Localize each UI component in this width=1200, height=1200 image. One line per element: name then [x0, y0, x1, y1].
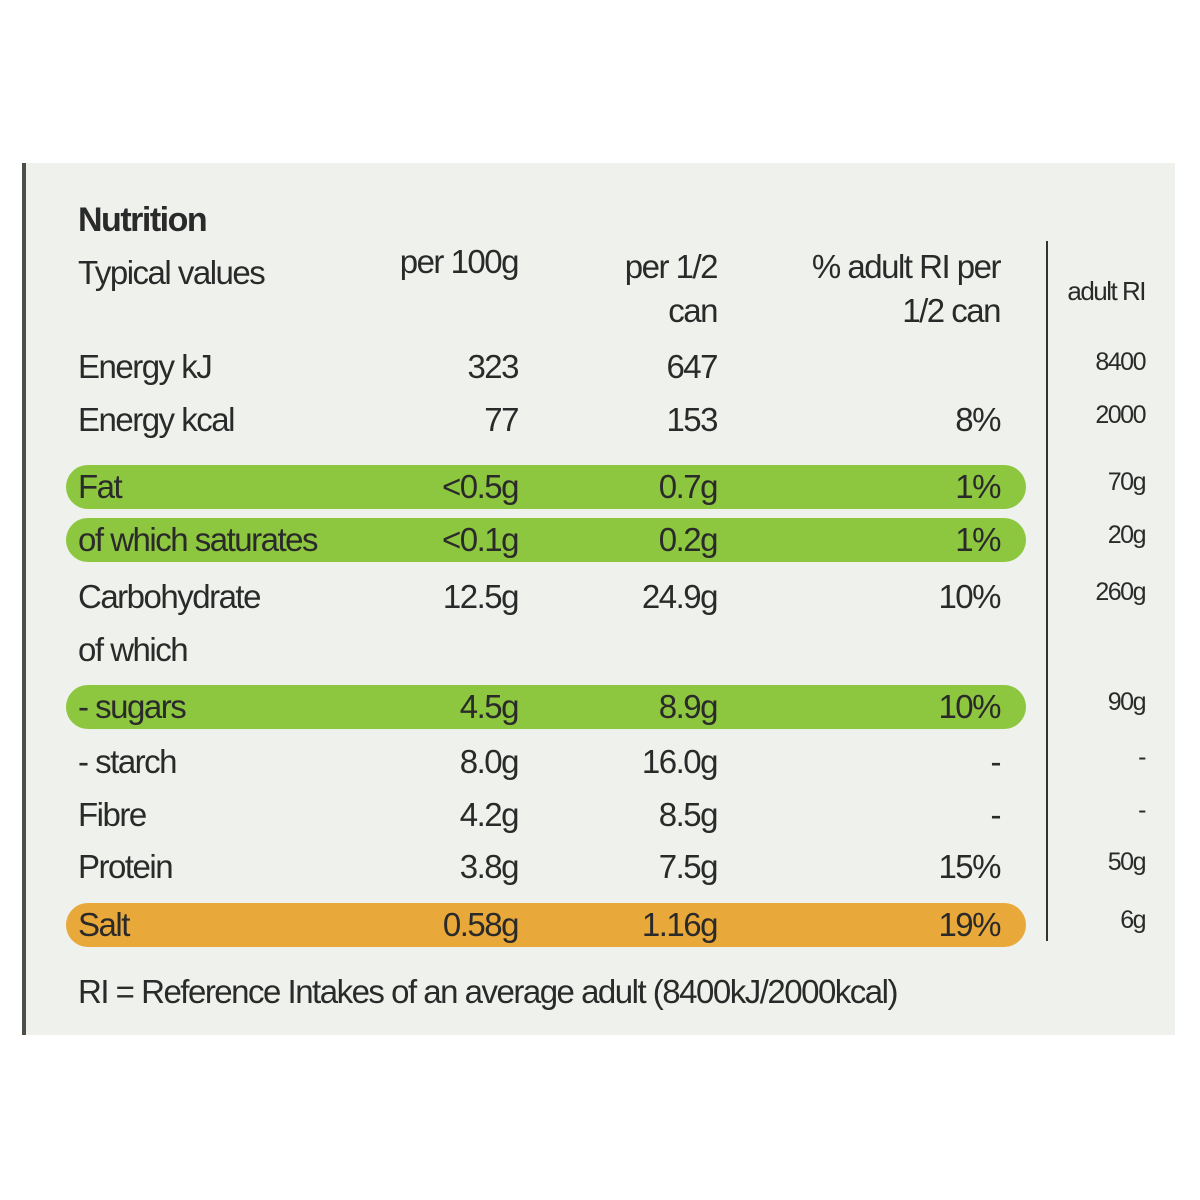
cell: - [990, 796, 1002, 833]
cell: 19% [938, 906, 1001, 943]
cell: 1% [955, 521, 1001, 558]
row-label: - sugars [78, 688, 187, 725]
footer: RI = Reference Intakes of an average adu… [78, 973, 898, 1010]
cell: 10% [938, 578, 1001, 615]
cell: <0.5g [442, 468, 520, 505]
row-label: of which [78, 631, 189, 668]
column-header: % adult RI per 1/2 can [811, 248, 1002, 329]
column-header: per 100g [399, 243, 520, 280]
row-label: - starch [78, 743, 178, 780]
row-highlight [66, 465, 1026, 509]
cell: 260g [1095, 578, 1146, 606]
cell: 3.8g [459, 848, 520, 885]
cell: 10% [938, 688, 1001, 725]
cell: 12.5g [442, 578, 520, 615]
cell: 16.0g [641, 743, 719, 780]
cell: 1% [955, 468, 1001, 505]
cell: 8.9g [658, 688, 719, 725]
nutrition-label: Nutrition Typical values per 100g per 1/… [22, 163, 1175, 1035]
cell: 0.58g [442, 906, 520, 943]
cell: 7.5g [658, 848, 719, 885]
row-highlight [66, 685, 1026, 729]
cell: - [1138, 743, 1146, 771]
cell: 77 [484, 401, 519, 438]
cell: - [990, 743, 1002, 780]
row-label: Fibre [78, 796, 147, 833]
row-label: Protein [78, 848, 174, 885]
row-label: Fat [78, 468, 123, 505]
cell: 8% [955, 401, 1001, 438]
cell: 8.0g [459, 743, 520, 780]
cell: 4.5g [459, 688, 520, 725]
cell: 20g [1107, 521, 1147, 549]
cell: - [1138, 796, 1146, 824]
cell: 153 [666, 401, 718, 438]
row-label: Energy kcal [78, 401, 235, 438]
cell: 50g [1107, 848, 1147, 876]
cell: 15% [938, 848, 1001, 885]
row-label: Carbohydrate [78, 578, 261, 615]
cell: 90g [1107, 688, 1147, 716]
cell: 8.5g [658, 796, 719, 833]
divider [1046, 241, 1048, 941]
cell: 24.9g [641, 578, 719, 615]
cell: 6g [1120, 906, 1146, 934]
cell: 647 [666, 348, 718, 385]
cell: 1.16g [641, 906, 719, 943]
row-highlight [66, 518, 1026, 562]
cell: 4.2g [459, 796, 520, 833]
row-label: of which saturates [78, 521, 318, 558]
cell: 8400 [1095, 348, 1146, 376]
column-header: Typical values [78, 254, 266, 291]
column-header: per 1/2 can [624, 248, 719, 329]
column-header: adult RI [1067, 276, 1146, 306]
cell: 323 [467, 348, 519, 385]
cell: 0.2g [658, 521, 719, 558]
cell: <0.1g [442, 521, 520, 558]
row-label: Salt [78, 906, 130, 943]
row-highlight [66, 903, 1026, 947]
title: Nutrition [78, 201, 208, 239]
cell: 0.7g [658, 468, 719, 505]
cell: 2000 [1095, 401, 1146, 429]
row-label: Energy kJ [78, 348, 213, 385]
cell: 70g [1107, 468, 1147, 496]
